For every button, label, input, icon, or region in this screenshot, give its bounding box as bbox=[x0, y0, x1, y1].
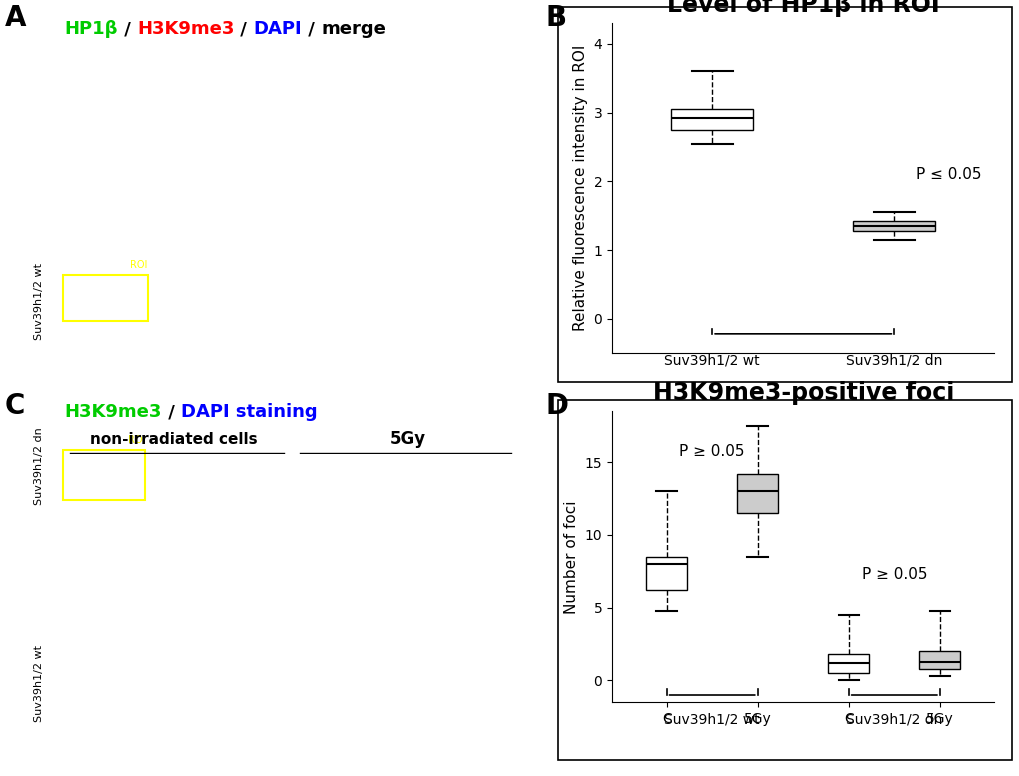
Text: 5Gy: 5Gy bbox=[389, 430, 426, 448]
Text: A: A bbox=[5, 4, 26, 32]
PathPatch shape bbox=[853, 221, 934, 231]
Title: Level of HP1β in ROI: Level of HP1β in ROI bbox=[666, 0, 938, 17]
Bar bbox=[63, 275, 148, 321]
Y-axis label: Number of foci: Number of foci bbox=[564, 500, 579, 614]
Text: ROI: ROI bbox=[130, 260, 148, 270]
Text: P ≤ 0.05: P ≤ 0.05 bbox=[915, 167, 980, 182]
PathPatch shape bbox=[737, 474, 777, 513]
PathPatch shape bbox=[671, 109, 752, 130]
Title: H3K9me3-positive foci: H3K9me3-positive foci bbox=[652, 381, 953, 405]
Text: Suv39h1/2 wt: Suv39h1/2 wt bbox=[663, 712, 759, 726]
Text: DAPI: DAPI bbox=[253, 20, 302, 38]
Text: /: / bbox=[302, 20, 321, 38]
Text: /: / bbox=[117, 20, 137, 38]
Y-axis label: Relative fluorescence intensity in ROI: Relative fluorescence intensity in ROI bbox=[573, 45, 587, 331]
Bar bbox=[63, 450, 145, 500]
Text: Suv39h1/2 wt: Suv39h1/2 wt bbox=[34, 646, 44, 722]
Text: Suv39h1/2 dn: Suv39h1/2 dn bbox=[846, 353, 942, 367]
Text: Suv39h1/2 wt: Suv39h1/2 wt bbox=[663, 353, 759, 367]
Text: a: a bbox=[63, 622, 73, 638]
Text: P ≥ 0.05: P ≥ 0.05 bbox=[861, 566, 926, 581]
Text: B: B bbox=[545, 4, 567, 32]
Text: b: b bbox=[63, 518, 74, 532]
Text: a: a bbox=[63, 352, 73, 368]
Text: H3K9me3: H3K9me3 bbox=[137, 20, 234, 38]
Text: P ≥ 0.05: P ≥ 0.05 bbox=[679, 445, 744, 459]
Text: Suv39h1/2 dn: Suv39h1/2 dn bbox=[846, 712, 942, 726]
Text: Suv39h1/2 dn: Suv39h1/2 dn bbox=[34, 428, 44, 505]
PathPatch shape bbox=[645, 557, 687, 591]
Text: H3K9me3: H3K9me3 bbox=[64, 403, 161, 421]
Text: /: / bbox=[161, 403, 180, 421]
PathPatch shape bbox=[827, 654, 868, 673]
Text: Suv39h1/2 wt: Suv39h1/2 wt bbox=[34, 263, 44, 340]
Text: HP1β: HP1β bbox=[64, 20, 117, 38]
Text: C: C bbox=[5, 392, 25, 420]
Text: D: D bbox=[545, 392, 569, 420]
Text: /: / bbox=[234, 20, 253, 38]
Text: DAPI staining: DAPI staining bbox=[180, 403, 317, 421]
Text: non-irradiated cells: non-irradiated cells bbox=[90, 431, 257, 446]
PathPatch shape bbox=[918, 651, 960, 669]
Text: ROI: ROI bbox=[127, 435, 145, 445]
Text: merge: merge bbox=[321, 20, 385, 38]
